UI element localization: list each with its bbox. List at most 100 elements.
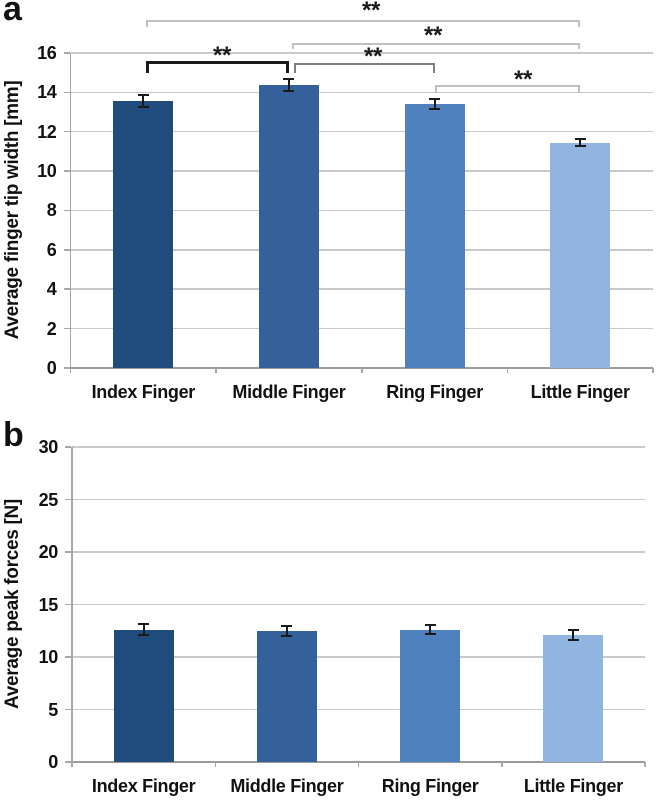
significance-stars: ** xyxy=(423,22,443,49)
x-tick-mark xyxy=(357,762,360,767)
error-bar-cap-top xyxy=(283,78,295,81)
error-bar-ring-finger xyxy=(433,99,436,110)
gridline-20 xyxy=(72,551,645,553)
x-tick-mark xyxy=(69,368,72,373)
error-bar-cap-bottom xyxy=(137,106,149,109)
y-tick-label-12: 12 xyxy=(37,121,57,142)
x-tick-mark xyxy=(506,368,509,373)
error-bar-cap-top xyxy=(567,629,579,632)
error-bar-little-finger xyxy=(579,138,582,147)
y-tick-label-0: 0 xyxy=(46,358,57,378)
gridline-10 xyxy=(70,170,653,172)
error-bar-cap-top xyxy=(574,137,586,140)
error-bar-cap-top xyxy=(138,623,150,626)
y-tick-mark-14 xyxy=(63,91,70,94)
significance-bracket-end xyxy=(291,43,294,49)
y-tick-mark-6 xyxy=(63,249,70,251)
x-category-label-index-finger: Index Finger xyxy=(91,776,196,796)
y-tick-mark-4 xyxy=(63,288,70,290)
y-tick-label-15: 15 xyxy=(38,594,59,615)
error-bar-cap-bottom xyxy=(283,90,295,93)
x-category-label-ring-finger: Ring Finger xyxy=(386,382,483,402)
panel-b-letter: b xyxy=(3,416,24,454)
x-category-label-ring-finger: Ring Finger xyxy=(381,776,479,796)
y-tick-mark-20 xyxy=(65,551,71,553)
significance-bracket-end xyxy=(146,61,150,73)
significance-bracket xyxy=(291,43,581,45)
y-tick-label-4: 4 xyxy=(46,279,57,300)
gridline-30 xyxy=(72,446,645,448)
error-bar-cap-bottom xyxy=(138,633,150,636)
y-tick-label-14: 14 xyxy=(37,82,57,103)
error-bar-cap-bottom xyxy=(574,145,586,148)
y-tick-mark-0 xyxy=(63,367,70,369)
bar-ring-finger xyxy=(400,629,461,762)
y-tick-mark-15 xyxy=(65,603,71,606)
x-category-label-middle-finger: Middle Finger xyxy=(232,382,346,402)
y-axis-line xyxy=(71,447,73,767)
significance-stars: ** xyxy=(513,66,533,93)
x-category-label-middle-finger: Middle Finger xyxy=(230,776,344,796)
y-tick-mark-16 xyxy=(63,52,70,54)
gridline-14 xyxy=(70,91,653,94)
significance-bracket xyxy=(434,85,581,87)
bar-middle-finger xyxy=(256,630,317,762)
error-bar-cap-top xyxy=(281,624,293,627)
y-tick-label-16: 16 xyxy=(37,42,57,63)
y-tick-mark-5 xyxy=(65,708,71,711)
significance-bracket xyxy=(293,63,435,65)
gridline-8 xyxy=(70,209,653,212)
gridline-15 xyxy=(72,603,645,606)
significance-bracket xyxy=(146,20,581,22)
significance-bracket xyxy=(146,61,289,64)
y-tick-label-25: 25 xyxy=(38,489,59,510)
y-tick-mark-25 xyxy=(65,498,71,501)
x-category-label-index-finger: Index Finger xyxy=(91,382,196,402)
gridline-10 xyxy=(72,656,645,658)
x-category-label-little-finger: Little Finger xyxy=(530,382,630,402)
error-bar-cap-bottom xyxy=(567,638,579,641)
error-bar-index-finger xyxy=(142,624,145,635)
error-bar-cap-bottom xyxy=(424,633,436,636)
y-axis-line xyxy=(69,52,71,373)
significance-bracket-end xyxy=(578,85,581,93)
gridline-25 xyxy=(72,498,645,501)
x-tick-mark xyxy=(71,762,73,767)
error-bar-ring-finger xyxy=(429,624,432,635)
bar-index-finger xyxy=(113,629,174,762)
significance-bracket-end xyxy=(578,43,581,49)
x-tick-mark xyxy=(215,368,217,373)
y-tick-label-10: 10 xyxy=(38,647,59,667)
y-tick-label-0: 0 xyxy=(48,752,58,772)
y-tick-mark-12 xyxy=(63,130,70,133)
significance-bracket-end xyxy=(146,20,149,27)
error-bar-cap-top xyxy=(424,623,436,626)
gridline-4 xyxy=(70,288,653,290)
significance-bracket-end xyxy=(434,85,437,93)
error-bar-middle-finger xyxy=(287,79,290,92)
y-tick-label-10: 10 xyxy=(37,161,57,182)
panel-a-letter: a xyxy=(3,0,22,28)
y-tick-label-20: 20 xyxy=(38,542,59,562)
bar-ring-finger xyxy=(404,104,465,368)
gridline-5 xyxy=(72,708,645,711)
error-bar-middle-finger xyxy=(285,625,288,636)
gridline-12 xyxy=(70,130,653,133)
x-tick-mark xyxy=(501,762,503,767)
significance-bracket-end xyxy=(285,61,289,73)
y-tick-mark-10 xyxy=(65,656,71,658)
bar-little-finger xyxy=(550,142,611,368)
bar-middle-finger xyxy=(258,85,319,368)
significance-stars: ** xyxy=(212,42,232,69)
y-tick-label-6: 6 xyxy=(46,239,57,260)
bar-index-finger xyxy=(113,101,174,368)
significance-bracket-end xyxy=(293,63,296,73)
y-tick-label-30: 30 xyxy=(38,437,59,457)
significance-stars: ** xyxy=(363,43,383,70)
error-bar-little-finger xyxy=(572,630,575,640)
x-tick-mark xyxy=(652,368,654,373)
error-bar-cap-bottom xyxy=(429,108,441,111)
significance-bracket-end xyxy=(578,20,581,27)
gridline-2 xyxy=(70,327,653,330)
